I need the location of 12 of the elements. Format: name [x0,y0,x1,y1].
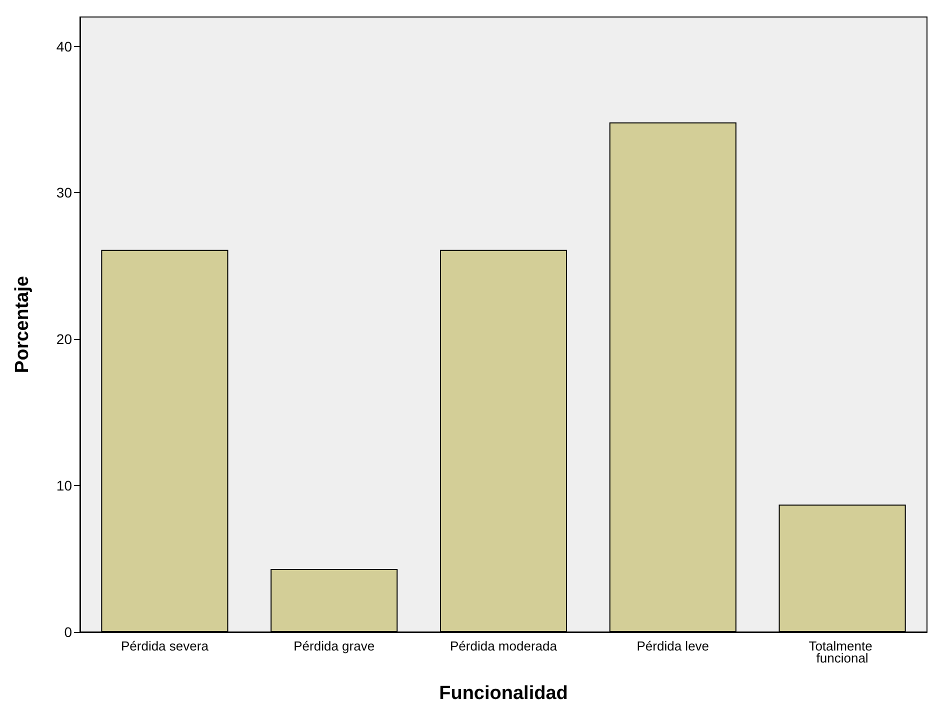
y-tick-label: 30 [56,184,72,201]
y-tick-label: 10 [56,478,72,494]
x-axis-title: Funcionalidad [439,683,568,704]
x-tick-label: Pérdida grave [294,638,375,654]
x-tick-label: Pérdida moderada [450,638,558,654]
y-tick-label: 20 [56,331,72,348]
y-axis-title: Porcentaje [12,276,33,374]
x-tick-label: Totalmente funcional [808,638,876,666]
x-tick-label: Pérdida leve [636,638,710,654]
y-tick-label: 0 [64,624,72,640]
y-tick-label: 40 [56,38,72,54]
x-tick-label: Pérdida severa [120,638,210,654]
